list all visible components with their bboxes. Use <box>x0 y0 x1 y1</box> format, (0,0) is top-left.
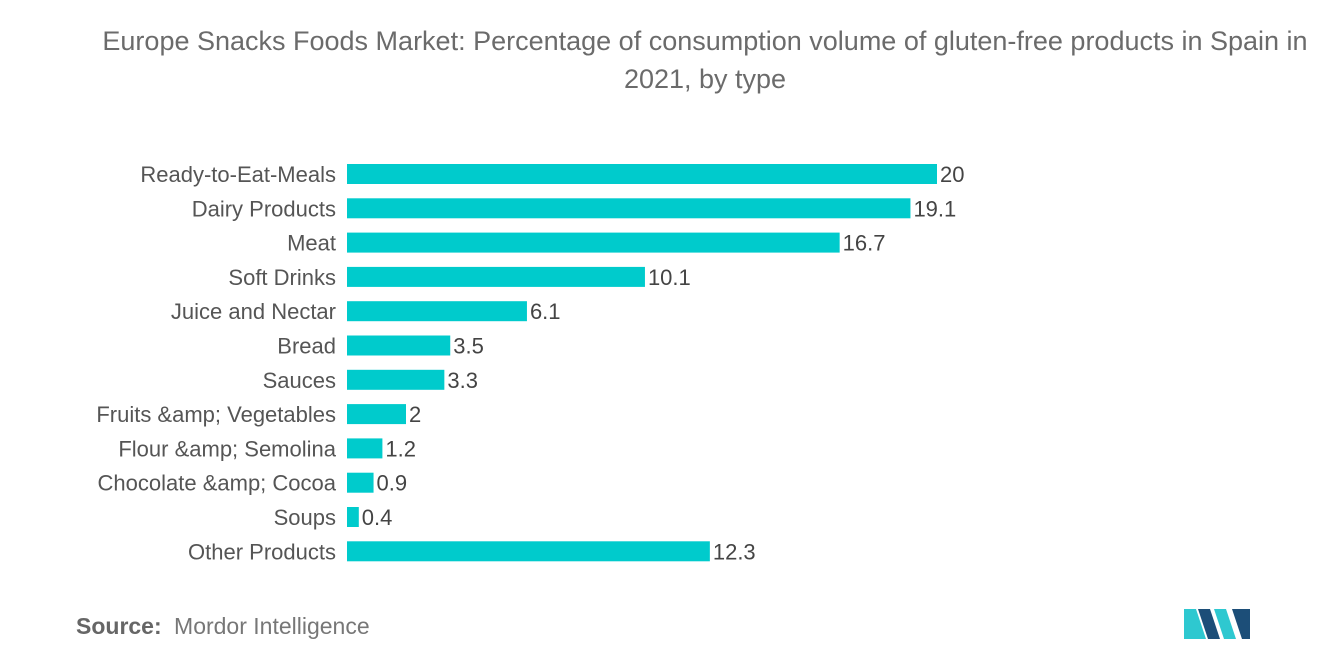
category-label-chocolate-and-cocoa: Chocolate &amp; Cocoa <box>98 471 337 496</box>
logo-end-shape <box>1232 609 1250 639</box>
category-label-soft-drinks: Soft Drinks <box>228 265 336 290</box>
value-label-dairy-products: 19.1 <box>913 196 956 221</box>
bar-bread <box>347 335 451 356</box>
value-label-bread: 3.5 <box>453 334 484 359</box>
source-text: Mordor Intelligence <box>174 613 370 639</box>
logo-left-shape <box>1184 609 1206 639</box>
logo-right-shape <box>1214 609 1236 639</box>
category-label-fruits-and-vegetables: Fruits &amp; Vegetables <box>96 402 336 427</box>
bar-soft-drinks <box>347 266 645 287</box>
chart-title: Europe Snacks Foods Market: Percentage o… <box>102 26 1308 94</box>
logo-middle-shape <box>1198 609 1220 639</box>
category-label-sauces: Sauces <box>263 368 336 393</box>
category-label-other-products: Other Products <box>188 539 336 564</box>
bar-fruits-and-vegetables <box>347 404 406 425</box>
bar-ready-to-eat-meals <box>347 164 937 184</box>
bar-chocolate-and-cocoa <box>347 472 374 493</box>
category-label-bread: Bread <box>277 334 336 359</box>
bar-other-products <box>347 541 710 562</box>
category-label-dairy-products: Dairy Products <box>192 196 336 221</box>
bar-juice-and-nectar <box>347 301 527 322</box>
bar-flour-and-semolina <box>347 438 383 459</box>
value-label-sauces: 3.3 <box>447 368 478 393</box>
value-label-juice-and-nectar: 6.1 <box>530 299 561 324</box>
category-label-soups: Soups <box>274 505 336 530</box>
value-label-meat: 16.7 <box>843 231 886 256</box>
bar-dairy-products <box>347 198 911 219</box>
category-label-meat: Meat <box>287 231 336 256</box>
bar-sauces <box>347 369 445 390</box>
value-label-soft-drinks: 10.1 <box>648 265 691 290</box>
value-label-chocolate-and-cocoa: 0.9 <box>377 471 408 496</box>
category-label-flour-and-semolina: Flour &amp; Semolina <box>118 436 336 461</box>
category-label-juice-and-nectar: Juice and Nectar <box>171 299 336 324</box>
value-label-fruits-and-vegetables: 2 <box>409 402 421 427</box>
source-label: Source: <box>76 613 162 639</box>
bar-soups <box>347 507 359 527</box>
value-label-other-products: 12.3 <box>713 539 756 564</box>
source-line: Source: Mordor Intelligence <box>76 613 370 640</box>
value-label-soups: 0.4 <box>362 505 393 530</box>
mordor-intelligence-logo <box>1184 609 1250 639</box>
bar-meat <box>347 232 840 253</box>
value-label-ready-to-eat-meals: 20 <box>940 162 964 187</box>
value-label-flour-and-semolina: 1.2 <box>385 436 416 461</box>
category-label-ready-to-eat-meals: Ready-to-Eat-Meals <box>140 162 336 187</box>
bar-chart: Ready-to-Eat-Meals 20 Dairy Products 19.1 Me… <box>96 162 964 564</box>
